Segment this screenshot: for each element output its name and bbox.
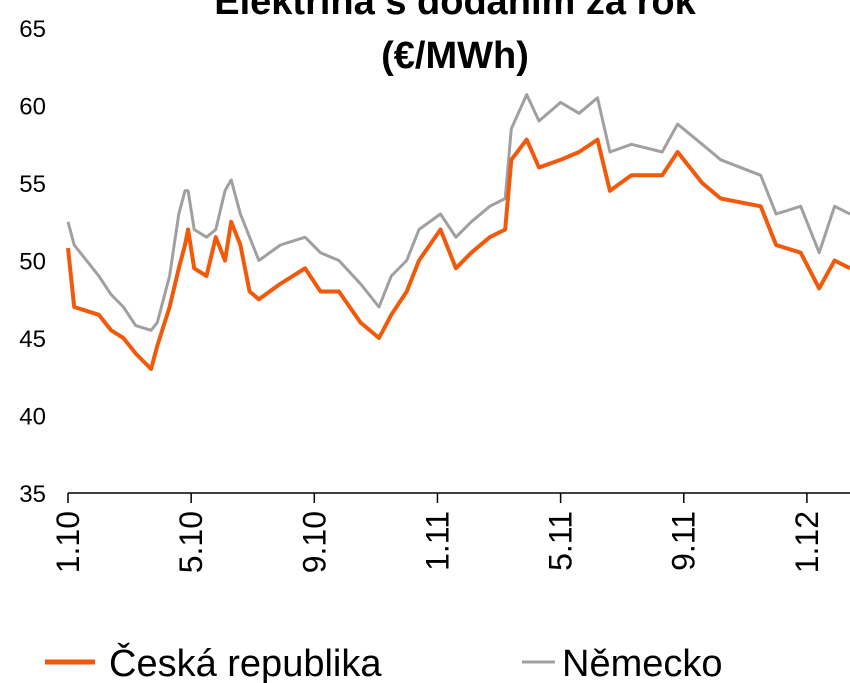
- y-tick-label: 50: [19, 249, 46, 276]
- series-line: [66, 93, 850, 332]
- y-tick-label: 60: [19, 94, 46, 121]
- x-tick-label: 1.11: [419, 511, 455, 571]
- chart-title: (€/MWh): [381, 35, 529, 77]
- chart-title: Elektřina s dodáním za rok: [214, 0, 696, 23]
- x-tick-label: 9.10: [296, 511, 332, 573]
- series-line: [66, 137, 850, 371]
- y-tick-label: 35: [19, 481, 46, 508]
- legend-label: Česká republika: [109, 641, 382, 683]
- y-tick-label: 65: [19, 16, 46, 43]
- x-tick-label: 9.11: [666, 511, 702, 571]
- x-tick-label: 5.10: [173, 511, 209, 573]
- y-tick-label: 55: [19, 171, 46, 198]
- y-tick-label: 45: [19, 326, 46, 353]
- x-tick-label: 1.10: [50, 511, 86, 573]
- y-tick-label: 40: [19, 404, 46, 431]
- x-tick-label: 5.11: [543, 511, 579, 571]
- x-tick-label: 1.12: [789, 511, 825, 573]
- legend-label: Německo: [562, 643, 723, 683]
